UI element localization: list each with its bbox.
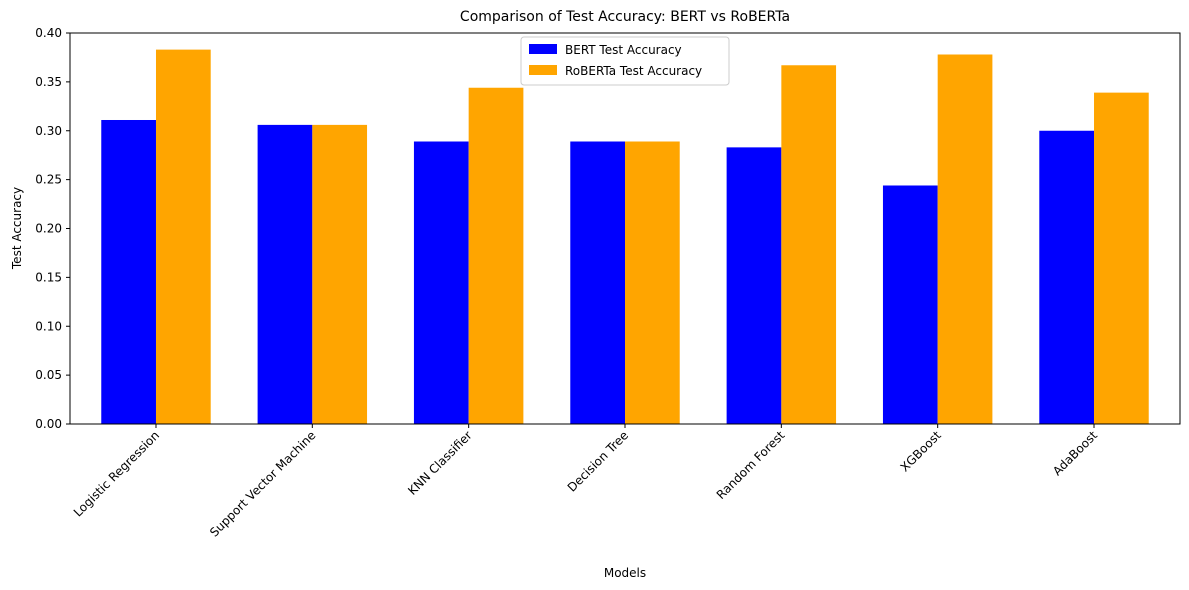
plot-frame — [69, 32, 1181, 425]
x-tick-label: AdaBoost — [1050, 428, 1100, 478]
y-ticks-group: 0.00 0.05 0.10 0.15 0.20 0.25 0.30 0.35 0.40 — [35, 26, 70, 431]
bar-bert-2 — [413, 141, 469, 424]
y-tick-label: 0.30 — [35, 124, 62, 138]
bars-group — [101, 49, 1149, 425]
y-tick-label: 0.00 — [35, 417, 62, 431]
chart-title: Comparison of Test Accuracy: BERT vs RoB… — [460, 9, 790, 25]
bar-bert-6 — [1039, 130, 1095, 424]
x-tick-label: Decision Tree — [565, 428, 631, 494]
bar-roberta-2 — [468, 87, 524, 425]
bar-roberta-4 — [781, 65, 837, 424]
legend-label-roberta: RoBERTa Test Accuracy — [565, 64, 702, 78]
legend-label-bert: BERT Test Accuracy — [565, 43, 682, 57]
legend-box — [520, 36, 730, 86]
legend: BERT Test Accuracy RoBERTa Test Accuracy — [520, 36, 730, 86]
x-ticks-group: Logistic Regression Support Vector Machin… — [71, 424, 1100, 540]
x-tick-label: Support Vector Machine — [207, 428, 318, 539]
bar-bert-1 — [257, 124, 313, 424]
bar-bert-5 — [882, 185, 938, 424]
bar-roberta-0 — [155, 49, 211, 425]
y-tick-label: 0.20 — [35, 222, 62, 236]
legend-swatch-bert — [529, 44, 557, 54]
bar-bert-4 — [726, 147, 782, 424]
x-tick-label: Logistic Regression — [71, 428, 162, 519]
bar-roberta-3 — [625, 141, 680, 424]
x-tick-label: KNN Classifier — [405, 428, 475, 498]
y-tick-label: 0.10 — [35, 319, 62, 333]
bar-bert-3 — [570, 141, 625, 424]
y-tick-label: 0.05 — [35, 368, 62, 382]
bar-bert-0 — [101, 119, 156, 424]
bar-roberta-1 — [312, 124, 368, 424]
y-tick-label: 0.15 — [35, 270, 62, 284]
y-tick-label: 0.35 — [35, 75, 62, 89]
y-tick-label: 0.40 — [35, 26, 62, 40]
x-tick-label: Random Forest — [714, 428, 788, 502]
x-tick-label: XGBoost — [898, 428, 944, 474]
y-tick-label: 0.25 — [35, 173, 62, 187]
y-axis-label: Test Accuracy — [10, 187, 24, 270]
bar-roberta-5 — [937, 54, 993, 424]
bar-roberta-6 — [1094, 92, 1149, 424]
legend-swatch-roberta — [529, 65, 557, 75]
x-axis-label: Models — [604, 566, 646, 580]
